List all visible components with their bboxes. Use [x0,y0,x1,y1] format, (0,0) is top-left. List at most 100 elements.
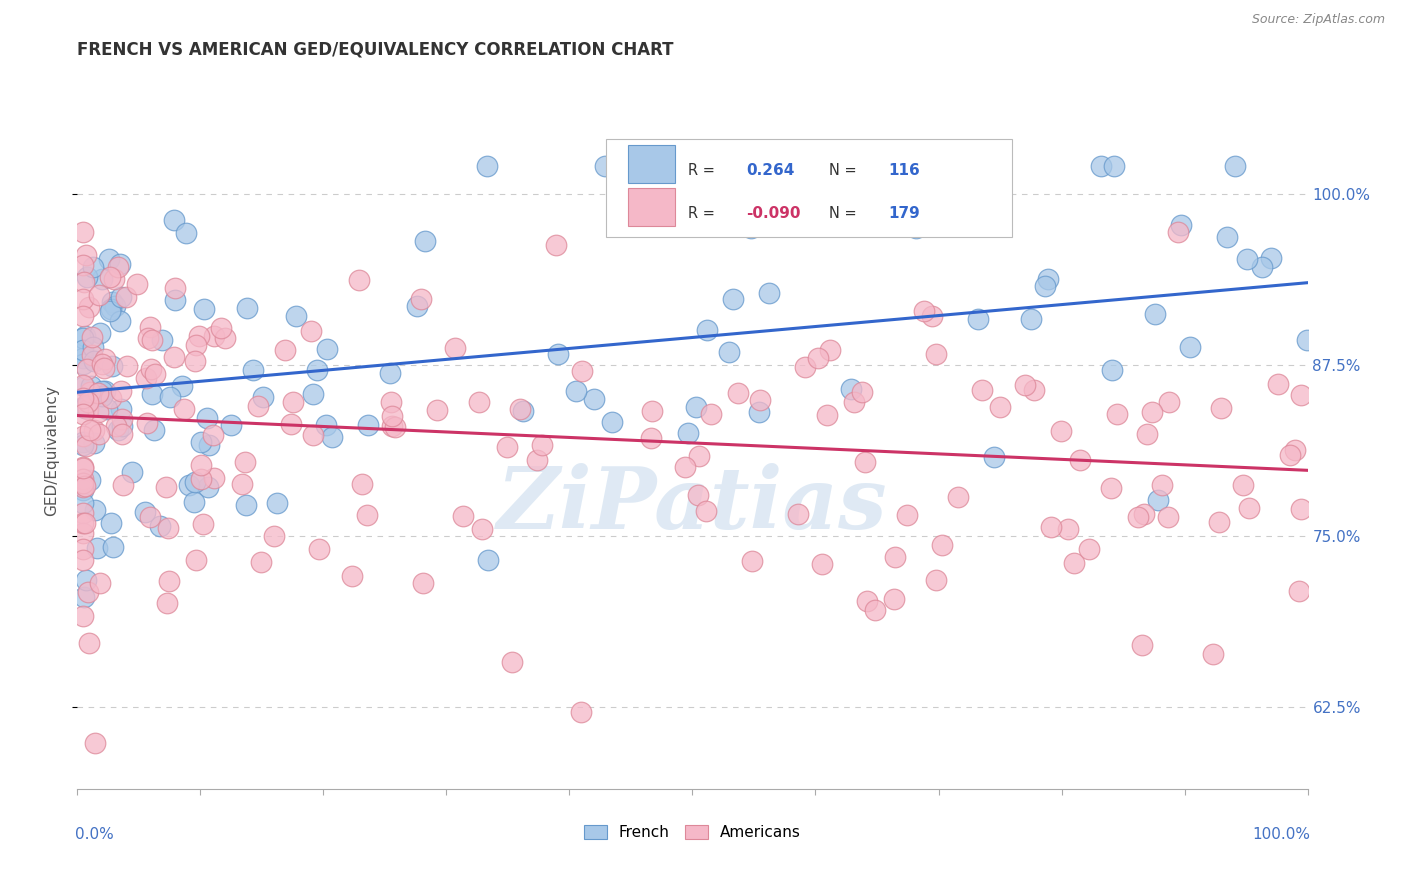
Point [758,286,780,301]
Point [72,357,94,371]
Point [1295,333,1317,347]
Point [72,506,94,520]
Point [1289,388,1312,402]
Point [1216,229,1239,244]
Point [1019,312,1042,326]
Point [143,367,166,381]
Text: N =: N = [830,163,862,178]
Text: ZiPatias: ZiPatias [498,463,887,547]
FancyBboxPatch shape [606,138,1012,237]
Point [381,409,404,424]
Point [87,405,110,419]
Point [72,461,94,475]
Point [381,419,404,434]
Point [76,270,98,285]
Point [100,295,122,310]
Point [104,299,127,313]
Point [76,395,98,409]
Point [103,272,125,286]
Point [1107,407,1129,421]
Point [1036,271,1059,285]
Point [91,389,114,403]
Point [93,360,115,375]
Point [77,635,100,649]
Point [139,510,162,524]
Point [75,479,97,493]
Point [384,420,406,434]
Point [184,354,207,368]
Point [72,435,94,450]
Point [988,400,1011,414]
Point [1024,383,1046,397]
Point [1278,448,1301,462]
Point [565,384,588,398]
Point [948,490,970,504]
Point [273,343,295,357]
Point [640,432,662,446]
Point [136,331,159,345]
Point [190,458,212,473]
Point [1288,584,1310,599]
Point [219,417,242,432]
Point [1136,426,1159,441]
Point [1101,363,1123,377]
Point [77,585,100,599]
Point [475,159,498,173]
Point [100,301,122,316]
Point [302,387,325,401]
Point [72,225,94,239]
Point [163,350,186,364]
Point [100,391,122,405]
Point [315,417,337,432]
Point [1133,507,1156,521]
Point [299,324,322,338]
Point [815,408,838,422]
Point [190,435,212,450]
Point [811,558,834,572]
Point [134,505,156,519]
Point [82,260,104,274]
Point [1208,515,1230,529]
Point [1130,638,1153,652]
Point [1128,510,1150,524]
Point [72,480,94,494]
Point [101,359,124,374]
Point [700,407,723,421]
Point [163,213,186,227]
Point [202,329,225,343]
Point [108,257,131,271]
Point [1039,519,1062,533]
Point [179,478,201,492]
Point [72,258,94,272]
Point [110,427,132,442]
Point [641,403,664,417]
Point [321,430,343,444]
Point [544,238,567,252]
Point [413,235,436,249]
Point [233,455,256,469]
Point [285,309,308,323]
Point [453,509,475,524]
Point [170,378,193,392]
Point [79,378,101,392]
Point [405,299,427,313]
Point [100,516,122,530]
Point [749,393,772,408]
Point [839,382,862,396]
Point [83,423,105,437]
Point [921,309,943,323]
Point [72,459,94,474]
Point [76,361,98,376]
Point [72,429,94,443]
Text: -0.090: -0.090 [747,206,801,221]
Point [316,343,339,357]
Point [1225,159,1247,173]
Point [530,438,553,452]
Point [86,541,108,555]
Point [89,326,111,341]
Point [75,574,97,588]
FancyBboxPatch shape [628,145,675,183]
Point [807,351,830,365]
Point [912,303,935,318]
Point [110,401,132,416]
